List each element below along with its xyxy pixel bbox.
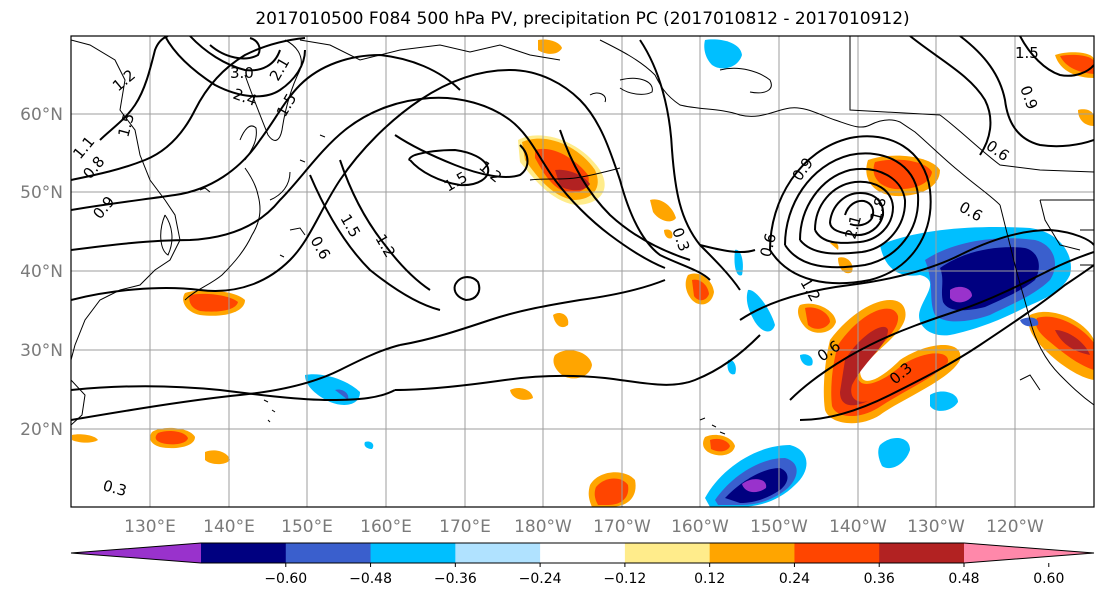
colorbar-segment: [540, 543, 626, 563]
colorbar-segment: [285, 543, 372, 563]
colorbar-segment: [455, 543, 541, 563]
lon-label: 170°E: [439, 517, 491, 537]
lon-label: 130°W: [907, 517, 965, 537]
colorbar-tick-label: 0.48: [948, 571, 979, 587]
lon-label: 170°W: [593, 517, 651, 537]
contour-label: 0.6: [756, 231, 780, 259]
colorbar-tick-label: −0.48: [349, 571, 392, 587]
colorbar-tick-label: 0.36: [864, 571, 895, 587]
contour-label: 0.3: [101, 476, 129, 500]
colorbar-segment: [624, 543, 711, 563]
graticule: [71, 36, 1094, 507]
colorbar-extend-min: [71, 543, 201, 563]
lon-label: 140°W: [829, 517, 887, 537]
colorbar-tick-label: 0.24: [779, 571, 810, 587]
coastlines: [71, 36, 1094, 435]
contour-label: 1.5: [1015, 44, 1039, 62]
colorbar-segment: [879, 543, 965, 563]
lon-label: 160°W: [671, 517, 729, 537]
map-title: 2017010500 F084 500 hPa PV, precipitatio…: [255, 9, 910, 29]
latitude-labels: 60°N 50°N 40°N 30°N 20°N: [20, 105, 63, 440]
colorbar-tick-label: 0.12: [694, 571, 725, 587]
contour-label: 1.8: [866, 195, 890, 223]
pv-contours: [71, 36, 1094, 421]
colorbar-tick-label: −0.60: [264, 571, 307, 587]
lat-label-50n: 50°N: [20, 183, 63, 203]
colorbar-tick-label: −0.12: [603, 571, 646, 587]
lon-label: 160°E: [360, 517, 412, 537]
colorbar-extend-max: [964, 543, 1094, 563]
colorbar-segment: [201, 543, 287, 563]
colorbar-outline: [70, 542, 1095, 564]
lat-label-30n: 30°N: [20, 341, 63, 361]
lon-label: 150°W: [750, 517, 808, 537]
lon-label: 130°E: [124, 517, 176, 537]
map-frame: [70, 35, 1095, 508]
longitude-labels: 130°E 140°E 150°E 160°E 170°E 180°W 170°…: [124, 517, 1044, 537]
contour-label: 1.5: [114, 111, 138, 139]
precip-negative-shading: [305, 39, 1071, 507]
contour-label: 3.0: [230, 64, 254, 82]
lat-label-20n: 20°N: [20, 420, 63, 440]
colorbar-tick-label: 0.60: [1033, 571, 1064, 587]
colorbar-tick-label: −0.36: [434, 571, 477, 587]
colorbar-segment: [370, 543, 456, 563]
lon-label: 120°W: [986, 517, 1044, 537]
lon-label: 180°W: [514, 517, 572, 537]
colorbar-tick-label: −0.24: [519, 571, 562, 587]
lat-label-40n: 40°N: [20, 262, 63, 282]
lon-label: 150°E: [281, 517, 333, 537]
lat-label-60n: 60°N: [20, 105, 63, 125]
colorbar-segment: [709, 543, 795, 563]
lon-label: 140°E: [203, 517, 255, 537]
contour-label: 2.1: [841, 213, 865, 241]
colorbar-segment: [794, 543, 880, 563]
colorbar: −0.60 −0.48 −0.36 −0.24 −0.12 0.12 0.24 0.36 0.4…: [70, 542, 1095, 587]
